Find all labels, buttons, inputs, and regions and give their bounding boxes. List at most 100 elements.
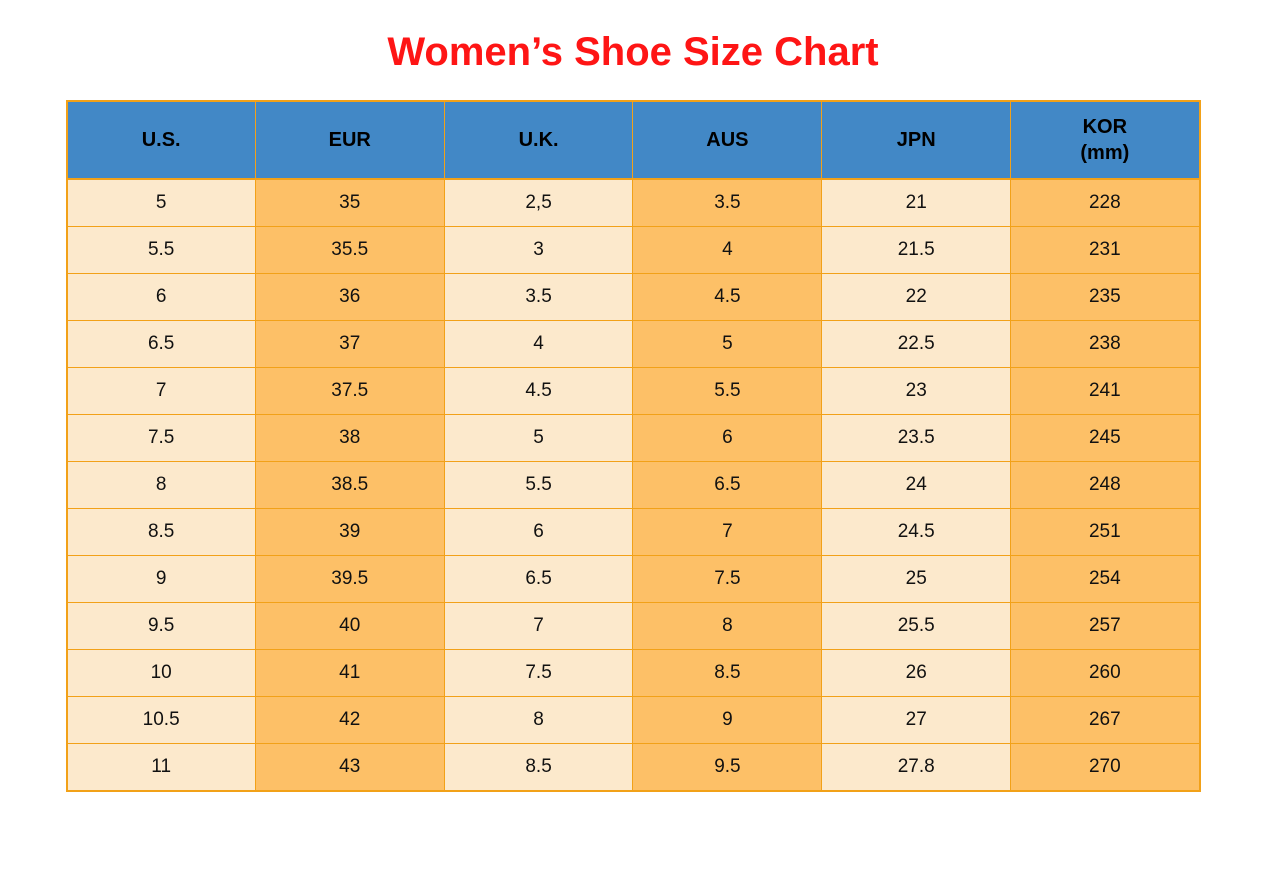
table-row: 6 36 3.5 4.5 22 235 — [66, 273, 1200, 321]
size-cell: 245 — [1010, 414, 1200, 462]
size-cell: 3.5 — [632, 178, 823, 227]
size-cell: 41 — [254, 649, 445, 697]
table-row: 10 41 7.5 8.5 26 260 — [66, 649, 1200, 697]
size-cell: 37.5 — [254, 367, 445, 415]
size-cell: 8.5 — [66, 508, 256, 556]
size-cell: 5 — [443, 414, 634, 462]
size-cell: 9.5 — [66, 602, 256, 650]
size-cell: 267 — [1010, 696, 1200, 744]
header-row: U.S. EUR U.K. AUS JPN KOR (mm) — [66, 100, 1200, 180]
page-title: Women’s Shoe Size Chart — [387, 30, 879, 74]
size-cell: 35 — [254, 178, 445, 227]
size-cell: 8.5 — [443, 743, 634, 792]
column-header-jpn: JPN — [821, 100, 1012, 180]
size-cell: 8 — [632, 602, 823, 650]
size-cell: 6 — [632, 414, 823, 462]
size-cell: 22 — [821, 273, 1012, 321]
size-cell: 4 — [443, 320, 634, 368]
size-cell: 4.5 — [632, 273, 823, 321]
size-cell: 42 — [254, 696, 445, 744]
size-cell: 4.5 — [443, 367, 634, 415]
size-cell: 270 — [1010, 743, 1200, 792]
size-cell: 5 — [632, 320, 823, 368]
size-cell: 7 — [66, 367, 256, 415]
table-row: 8 38.5 5.5 6.5 24 248 — [66, 461, 1200, 509]
size-cell: 10 — [66, 649, 256, 697]
size-cell: 24 — [821, 461, 1012, 509]
size-cell: 6.5 — [66, 320, 256, 368]
size-cell: 6.5 — [443, 555, 634, 603]
size-cell: 7.5 — [66, 414, 256, 462]
size-cell: 39.5 — [254, 555, 445, 603]
size-cell: 24.5 — [821, 508, 1012, 556]
table-row: 8.5 39 6 7 24.5 251 — [66, 508, 1200, 556]
size-cell: 21 — [821, 178, 1012, 227]
size-cell: 6 — [66, 273, 256, 321]
table-row: 10.5 42 8 9 27 267 — [66, 696, 1200, 744]
size-cell: 235 — [1010, 273, 1200, 321]
table-header: U.S. EUR U.K. AUS JPN KOR (mm) — [66, 100, 1200, 180]
table-row: 5.5 35.5 3 4 21.5 231 — [66, 226, 1200, 274]
size-cell: 5 — [66, 178, 256, 227]
size-cell: 38 — [254, 414, 445, 462]
size-cell: 6.5 — [632, 461, 823, 509]
size-cell: 9 — [66, 555, 256, 603]
size-cell: 25.5 — [821, 602, 1012, 650]
size-cell: 7.5 — [632, 555, 823, 603]
table-row: 7 37.5 4.5 5.5 23 241 — [66, 367, 1200, 415]
table-row: 9.5 40 7 8 25.5 257 — [66, 602, 1200, 650]
size-cell: 7 — [632, 508, 823, 556]
size-cell: 40 — [254, 602, 445, 650]
size-cell: 27 — [821, 696, 1012, 744]
size-cell: 22.5 — [821, 320, 1012, 368]
size-cell: 21.5 — [821, 226, 1012, 274]
size-cell: 23 — [821, 367, 1012, 415]
size-cell: 6 — [443, 508, 634, 556]
size-cell: 35.5 — [254, 226, 445, 274]
column-header-us: U.S. — [66, 100, 256, 180]
table-row: 5 35 2,5 3.5 21 228 — [66, 178, 1200, 227]
size-cell: 254 — [1010, 555, 1200, 603]
size-cell: 260 — [1010, 649, 1200, 697]
size-cell: 8 — [66, 461, 256, 509]
size-cell: 228 — [1010, 178, 1200, 227]
size-cell: 7.5 — [443, 649, 634, 697]
size-cell: 27.8 — [821, 743, 1012, 792]
size-cell: 43 — [254, 743, 445, 792]
size-cell: 26 — [821, 649, 1012, 697]
column-header-eur: EUR — [254, 100, 445, 180]
table-row: 7.5 38 5 6 23.5 245 — [66, 414, 1200, 462]
size-cell: 38.5 — [254, 461, 445, 509]
table-row: 11 43 8.5 9.5 27.8 270 — [66, 743, 1200, 792]
column-header-uk: U.K. — [443, 100, 634, 180]
column-header-aus: AUS — [632, 100, 823, 180]
size-cell: 36 — [254, 273, 445, 321]
column-header-kor: KOR (mm) — [1010, 100, 1200, 180]
size-cell: 3 — [443, 226, 634, 274]
size-cell: 257 — [1010, 602, 1200, 650]
size-cell: 2,5 — [443, 178, 634, 227]
size-cell: 25 — [821, 555, 1012, 603]
size-cell: 5.5 — [443, 461, 634, 509]
size-cell: 248 — [1010, 461, 1200, 509]
size-cell: 241 — [1010, 367, 1200, 415]
size-cell: 11 — [66, 743, 256, 792]
size-cell: 238 — [1010, 320, 1200, 368]
size-cell: 37 — [254, 320, 445, 368]
size-cell: 5.5 — [66, 226, 256, 274]
table-body: 5 35 2,5 3.5 21 228 5.5 35.5 3 4 21.5 231 6 36 3.5 4.5 2… — [66, 178, 1200, 792]
size-cell: 7 — [443, 602, 634, 650]
size-cell: 251 — [1010, 508, 1200, 556]
shoe-size-table: U.S. EUR U.K. AUS JPN KOR (mm) 5 35 2,5 3.5 21 228… — [65, 100, 1201, 792]
size-cell: 5.5 — [632, 367, 823, 415]
size-cell: 23.5 — [821, 414, 1012, 462]
size-cell: 3.5 — [443, 273, 634, 321]
size-cell: 231 — [1010, 226, 1200, 274]
table-row: 6.5 37 4 5 22.5 238 — [66, 320, 1200, 368]
size-cell: 8 — [443, 696, 634, 744]
size-cell: 9.5 — [632, 743, 823, 792]
size-cell: 10.5 — [66, 696, 256, 744]
size-cell: 9 — [632, 696, 823, 744]
size-cell: 39 — [254, 508, 445, 556]
size-cell: 4 — [632, 226, 823, 274]
